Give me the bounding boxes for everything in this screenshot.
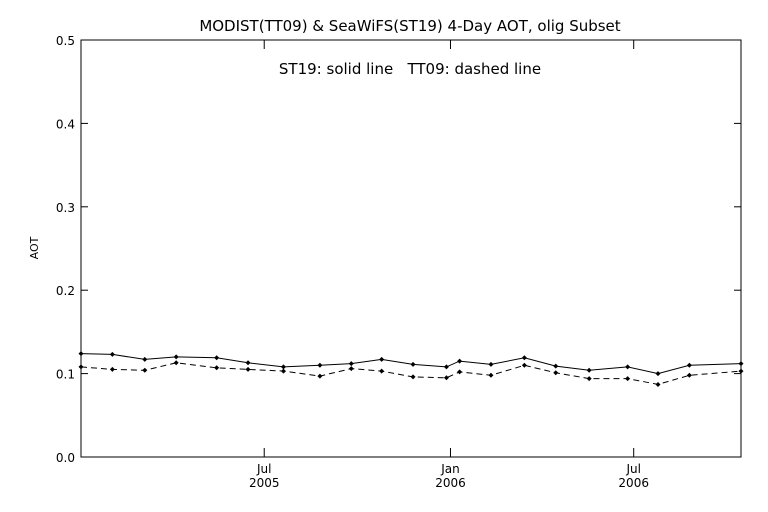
data-point-tt09: [142, 367, 148, 373]
data-point-tt09: [173, 360, 179, 366]
data-point-st19: [738, 361, 744, 367]
x-tick-label-year: 2006: [618, 476, 649, 490]
y-tick-label: 0.5: [56, 34, 75, 48]
data-point-tt09: [625, 376, 631, 382]
x-tick-label-month: Jul: [256, 462, 271, 476]
y-tick-label: 0.4: [56, 117, 75, 131]
data-point-st19: [443, 364, 449, 370]
data-point-st19: [280, 364, 286, 370]
y-tick-label: 0.3: [56, 201, 75, 215]
y-axis-label: AOT: [28, 236, 41, 259]
y-tick-label: 0.0: [56, 451, 75, 465]
data-point-st19: [78, 351, 84, 357]
data-point-st19: [245, 360, 251, 366]
data-point-st19: [686, 362, 692, 368]
data-point-st19: [348, 361, 354, 367]
data-point-tt09: [245, 366, 251, 372]
data-point-st19: [457, 358, 463, 364]
x-tick-label-month: Jan: [440, 462, 460, 476]
y-tick-label: 0.2: [56, 284, 75, 298]
data-point-tt09: [553, 370, 559, 376]
data-point-tt09: [317, 373, 323, 379]
data-point-st19: [521, 355, 527, 361]
series-line-tt09: [80, 362, 742, 385]
data-point-st19: [586, 367, 592, 373]
data-point-tt09: [655, 381, 661, 387]
plot-frame: [80, 39, 742, 458]
data-point-tt09: [686, 372, 692, 378]
data-point-st19: [173, 354, 179, 360]
data-point-st19: [214, 355, 220, 361]
data-point-tt09: [457, 369, 463, 375]
x-tick-label-year: 2006: [435, 476, 466, 490]
data-point-tt09: [443, 375, 449, 381]
chart-title: MODIST(TT09) & SeaWiFS(ST19) 4-Day AOT, …: [199, 17, 620, 35]
data-point-tt09: [738, 368, 744, 374]
data-point-tt09: [214, 365, 220, 371]
data-point-tt09: [78, 364, 84, 370]
data-point-st19: [488, 361, 494, 367]
y-axis-ticks: 0.0 0.1 0.2 0.3 0.4 0.5: [56, 34, 741, 465]
data-point-st19: [410, 361, 416, 367]
line-style-annotation: ST19: solid line TT09: dashed line: [279, 60, 541, 78]
data-point-st19: [625, 364, 631, 370]
data-point-tt09: [109, 366, 115, 372]
y-tick-label: 0.1: [56, 368, 75, 382]
series-layer: [78, 351, 744, 387]
data-point-tt09: [488, 372, 494, 378]
data-point-tt09: [521, 362, 527, 368]
data-point-tt09: [379, 368, 385, 374]
data-point-st19: [553, 363, 559, 369]
x-tick-label-month: Jul: [625, 462, 640, 476]
x-tick-label-year: 2005: [249, 476, 280, 490]
data-point-tt09: [280, 368, 286, 374]
data-point-tt09: [348, 366, 354, 372]
data-point-st19: [317, 362, 323, 368]
data-point-st19: [142, 356, 148, 362]
data-point-tt09: [586, 376, 592, 382]
data-point-st19: [109, 351, 115, 357]
data-point-st19: [379, 356, 385, 362]
data-point-st19: [655, 371, 661, 377]
data-point-tt09: [410, 374, 416, 380]
